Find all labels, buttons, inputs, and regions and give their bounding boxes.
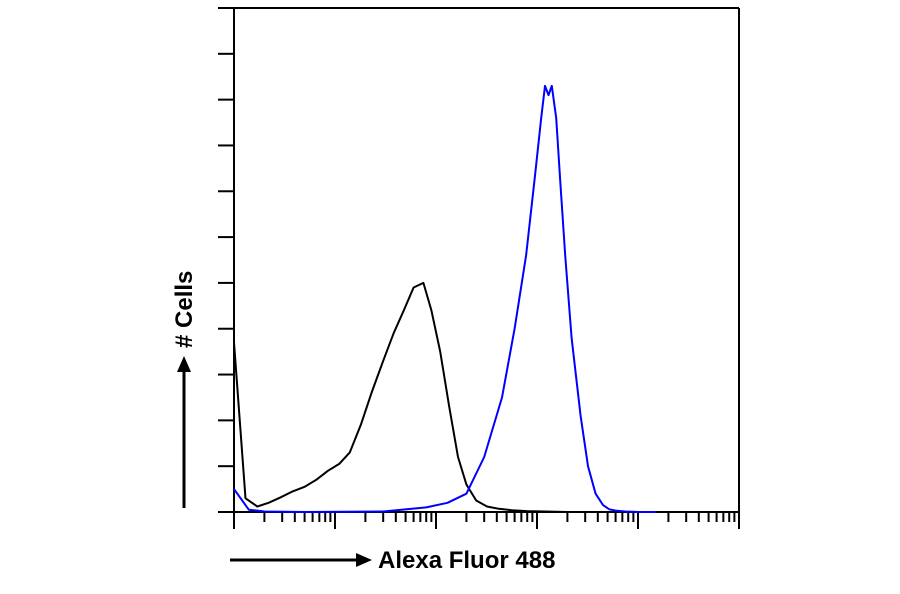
x-axis-ticks bbox=[233, 512, 740, 529]
y-axis-ticks bbox=[218, 7, 234, 513]
y-axis-arrow-head bbox=[177, 356, 191, 372]
y-axis-label: # Cells bbox=[171, 271, 198, 348]
y-axis-label-group: # Cells bbox=[171, 271, 198, 508]
x-axis-label-group: Alexa Fluor 488 bbox=[230, 547, 555, 574]
x-axis-arrow-head bbox=[356, 553, 372, 567]
series-line-2 bbox=[233, 84, 656, 513]
plot-frame bbox=[233, 7, 740, 513]
series-lines bbox=[233, 84, 656, 513]
x-axis-label: Alexa Fluor 488 bbox=[378, 547, 555, 574]
series-line-1 bbox=[233, 281, 568, 513]
